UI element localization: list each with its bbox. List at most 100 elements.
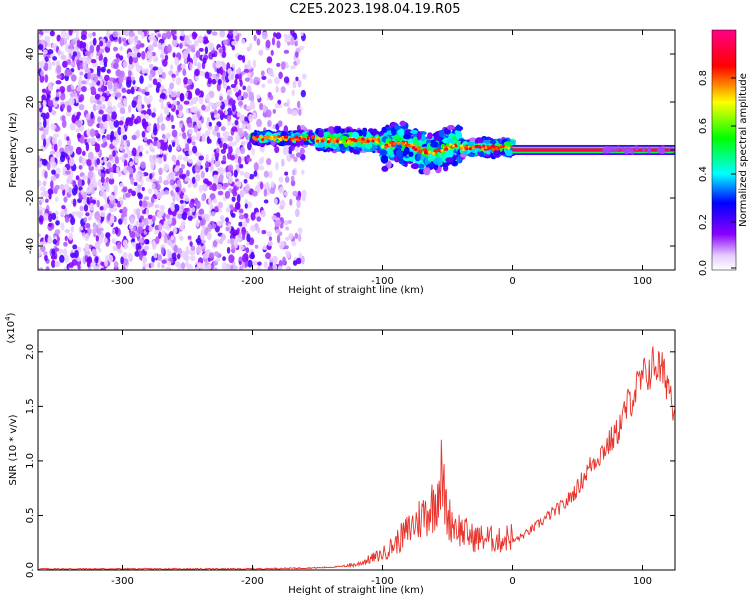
spectrogram-cell bbox=[99, 165, 104, 170]
spectrogram-cell bbox=[103, 62, 108, 68]
spectrogram-cell bbox=[175, 186, 180, 193]
spectrogram-cell bbox=[301, 73, 307, 80]
spectrogram-cell bbox=[101, 143, 107, 148]
spectrogram-cell bbox=[158, 139, 165, 144]
spectrogram-cell bbox=[297, 233, 302, 242]
spectrogram-cell bbox=[247, 259, 253, 268]
spectrogram-cell bbox=[200, 264, 206, 270]
spectrogram-cell bbox=[39, 186, 46, 192]
spectrogram-cell bbox=[126, 89, 132, 95]
spectrogram-cell bbox=[240, 141, 246, 146]
spectrogram-cell bbox=[290, 175, 295, 182]
spectrogram-cell bbox=[147, 44, 154, 52]
spectrogram-cell bbox=[67, 145, 74, 152]
spectrogram-cell bbox=[68, 47, 74, 54]
spectrogram-cell bbox=[140, 104, 145, 109]
spectrogram-cell bbox=[198, 208, 205, 215]
spectrogram-cell bbox=[285, 236, 290, 241]
spectrogram-cell bbox=[414, 147, 418, 152]
spectrogram-cell bbox=[216, 60, 222, 66]
spectrogram-cell bbox=[278, 186, 285, 194]
spectrogram-cell bbox=[231, 196, 236, 202]
spectrogram-cell bbox=[38, 215, 44, 223]
spectrogram-cell bbox=[661, 149, 666, 155]
spectrogram-cell bbox=[232, 190, 238, 197]
spectrogram-cell bbox=[137, 30, 143, 35]
spectrogram-cell bbox=[284, 245, 289, 250]
spectrogram-cell bbox=[238, 214, 245, 220]
spectrogram-cell bbox=[148, 63, 154, 69]
spectrogram-cell bbox=[178, 235, 184, 241]
spectrogram-cell bbox=[157, 183, 161, 190]
spectrogram-cell bbox=[380, 154, 389, 164]
spectrogram-cell bbox=[205, 93, 211, 102]
spectrogram-cell bbox=[131, 147, 137, 157]
spectrogram-cell bbox=[227, 67, 232, 75]
spectrogram-cell bbox=[85, 222, 91, 229]
spectrogram-cell bbox=[96, 157, 101, 166]
spectrogram-cell bbox=[92, 222, 97, 228]
spectrogram-cell bbox=[99, 123, 104, 129]
spectrogram-band-core bbox=[512, 148, 675, 152]
spectrogram-cell bbox=[79, 56, 84, 61]
spectrogram-cell bbox=[354, 138, 358, 143]
spectrogram-cell bbox=[266, 79, 273, 84]
spectrogram-cell bbox=[408, 144, 412, 148]
page-title: C2E5.2023.198.04.19.R05 bbox=[289, 2, 461, 17]
spectrogram-cell bbox=[226, 89, 233, 96]
spectrogram-cell bbox=[128, 167, 134, 174]
spectrogram-cell bbox=[199, 70, 206, 76]
spectrogram-cell bbox=[389, 140, 393, 145]
spectrogram-cell bbox=[89, 196, 93, 202]
spectrogram-cell bbox=[206, 181, 213, 186]
spectrogram-cell bbox=[279, 138, 283, 142]
spectrogram-cell bbox=[85, 113, 91, 120]
spectrogram-cell bbox=[291, 89, 295, 97]
spectrogram-cell bbox=[193, 125, 198, 133]
spectrogram-cell bbox=[116, 241, 122, 250]
spectrogram-cell bbox=[175, 138, 180, 146]
spectrogram-cell bbox=[44, 56, 49, 63]
spectrogram-cell bbox=[181, 220, 186, 227]
colorbar-tick-label: 0.4 bbox=[698, 166, 709, 182]
spectrogram-cell bbox=[446, 124, 455, 131]
spectrogram-cell bbox=[119, 200, 124, 206]
spectrogram-cell bbox=[176, 91, 181, 98]
spectrogram-cell bbox=[70, 74, 77, 82]
spectrogram-cell bbox=[196, 131, 202, 138]
spectrogram-cell bbox=[96, 199, 100, 208]
spectrogram-cell bbox=[135, 64, 142, 73]
spectrogram-cell bbox=[397, 141, 401, 145]
spectrogram-cell bbox=[69, 124, 76, 131]
spectrogram-cell bbox=[188, 128, 193, 135]
spectrogram-cell bbox=[120, 256, 124, 265]
spectrogram-cell bbox=[188, 265, 194, 270]
spectrogram-cell bbox=[179, 35, 184, 41]
spectrogram-cell bbox=[90, 86, 97, 95]
spectrogram-cell bbox=[228, 146, 233, 154]
spectrogram-cell bbox=[211, 223, 217, 229]
spectrogram-cell bbox=[265, 109, 272, 118]
spectrogram-cell bbox=[504, 149, 514, 156]
spectrogram-y-ticks: -40 -20 0 20 40 bbox=[25, 48, 675, 254]
spectrogram-cell bbox=[230, 83, 237, 89]
spectrogram-cell bbox=[204, 130, 211, 137]
spectrogram-cell bbox=[117, 170, 122, 178]
spectrogram-cell bbox=[136, 102, 142, 112]
spectrogram-cell bbox=[274, 198, 278, 205]
spectrogram-cell bbox=[293, 156, 298, 163]
spectrogram-cell bbox=[320, 139, 324, 143]
spectrogram-cell bbox=[237, 54, 244, 61]
spectrogram-cell bbox=[88, 258, 92, 264]
spectrogram-cell bbox=[45, 112, 50, 120]
spectrogram-cell bbox=[122, 60, 128, 68]
spectrogram-cell bbox=[131, 237, 136, 243]
spectrogram-cell bbox=[242, 85, 247, 91]
spectrogram-cell bbox=[159, 142, 166, 152]
spectrogram-cell bbox=[273, 135, 277, 139]
spectrogram-cell bbox=[209, 193, 216, 201]
spectrogram-cell bbox=[214, 160, 221, 168]
spectrogram-cell bbox=[130, 176, 135, 185]
spectrogram-cell bbox=[56, 34, 61, 42]
spectrogram-cell bbox=[477, 145, 481, 149]
